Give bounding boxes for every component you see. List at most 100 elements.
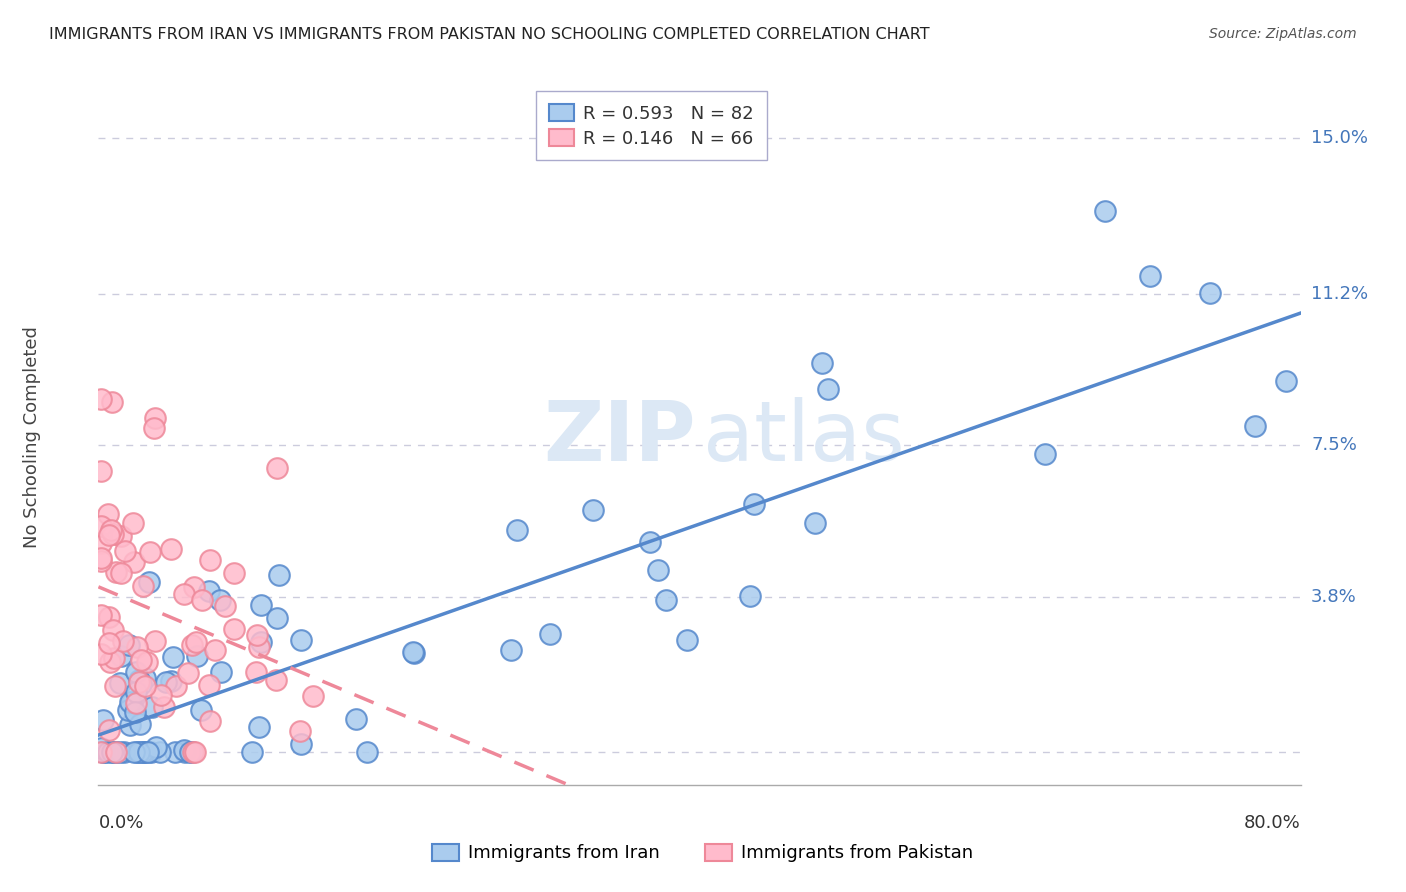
Point <box>162 649 184 664</box>
Point <box>90 550 112 565</box>
Point <box>247 720 270 734</box>
Text: No Schooling Completed: No Schooling Completed <box>24 326 41 548</box>
Point <box>128 674 150 689</box>
Point <box>124 665 146 679</box>
Point <box>655 592 678 607</box>
Point <box>104 565 127 579</box>
Point <box>129 677 152 691</box>
Point <box>186 649 208 664</box>
Point <box>118 638 141 652</box>
Point <box>1274 374 1296 388</box>
Point <box>93 745 115 759</box>
Point <box>1244 419 1267 434</box>
Point <box>269 568 291 582</box>
Point <box>122 516 145 530</box>
Point <box>97 745 120 759</box>
Point <box>104 679 127 693</box>
Point <box>135 655 157 669</box>
Point <box>290 633 312 648</box>
Point <box>104 745 127 759</box>
Point <box>250 635 273 649</box>
Point <box>179 745 201 759</box>
Point <box>191 593 214 607</box>
Point <box>173 743 195 757</box>
Point <box>177 666 200 681</box>
Point <box>240 745 263 759</box>
Point <box>138 575 160 590</box>
Point <box>118 695 141 709</box>
Point <box>160 673 183 688</box>
Point <box>90 464 112 478</box>
Text: atlas: atlas <box>703 397 905 477</box>
Point <box>249 598 271 612</box>
Text: 3.8%: 3.8% <box>1310 588 1357 606</box>
Text: 7.5%: 7.5% <box>1310 436 1357 454</box>
Text: 80.0%: 80.0% <box>1244 814 1301 831</box>
Point <box>110 648 132 663</box>
Point <box>98 636 121 650</box>
Point <box>134 679 156 693</box>
Point <box>165 745 187 759</box>
Point <box>101 623 124 637</box>
Point <box>208 593 231 607</box>
Point <box>90 518 112 533</box>
Point <box>129 653 152 667</box>
Point <box>190 703 212 717</box>
Point <box>129 716 152 731</box>
Point <box>675 632 697 647</box>
Point <box>108 676 131 690</box>
Point <box>122 555 145 569</box>
Point <box>110 566 132 580</box>
Point <box>149 745 172 759</box>
Point <box>98 723 121 737</box>
Point <box>181 638 204 652</box>
Point <box>97 528 120 542</box>
Text: IMMIGRANTS FROM IRAN VS IMMIGRANTS FROM PAKISTAN NO SCHOOLING COMPLETED CORRELAT: IMMIGRANTS FROM IRAN VS IMMIGRANTS FROM … <box>49 27 929 42</box>
Point <box>198 678 221 692</box>
Point <box>141 700 163 714</box>
Point <box>90 554 112 568</box>
Point <box>155 674 177 689</box>
Point <box>742 497 765 511</box>
Point <box>538 627 561 641</box>
Point <box>224 566 246 580</box>
Point <box>132 580 155 594</box>
Point <box>93 745 115 759</box>
Point <box>247 640 270 654</box>
Point <box>301 690 323 704</box>
Point <box>128 673 150 688</box>
Point <box>160 542 183 557</box>
Point <box>131 745 153 759</box>
Text: ZIP: ZIP <box>543 397 696 477</box>
Point <box>402 645 425 659</box>
Point <box>1033 447 1056 461</box>
Point <box>499 643 522 657</box>
Point <box>356 745 378 759</box>
Point <box>214 599 236 613</box>
Point <box>125 696 148 710</box>
Point <box>134 745 156 759</box>
Point <box>152 700 174 714</box>
Point <box>266 461 288 475</box>
Point <box>90 647 112 661</box>
Point <box>402 646 425 660</box>
Text: 11.2%: 11.2% <box>1310 285 1368 303</box>
Point <box>90 392 112 406</box>
Point <box>112 745 135 759</box>
Point <box>117 703 139 717</box>
Point <box>101 745 124 759</box>
Point <box>110 745 132 759</box>
Point <box>125 640 148 655</box>
Point <box>186 634 208 648</box>
Point <box>111 633 134 648</box>
Point <box>638 535 661 549</box>
Text: Source: ZipAtlas.com: Source: ZipAtlas.com <box>1209 27 1357 41</box>
Point <box>200 714 222 728</box>
Point <box>139 544 162 558</box>
Legend: Immigrants from Iran, Immigrants from Pakistan: Immigrants from Iran, Immigrants from Pa… <box>425 837 981 870</box>
Point <box>165 679 187 693</box>
Point <box>1094 203 1116 218</box>
Point <box>124 705 146 719</box>
Point <box>97 508 120 522</box>
Point <box>143 634 166 648</box>
